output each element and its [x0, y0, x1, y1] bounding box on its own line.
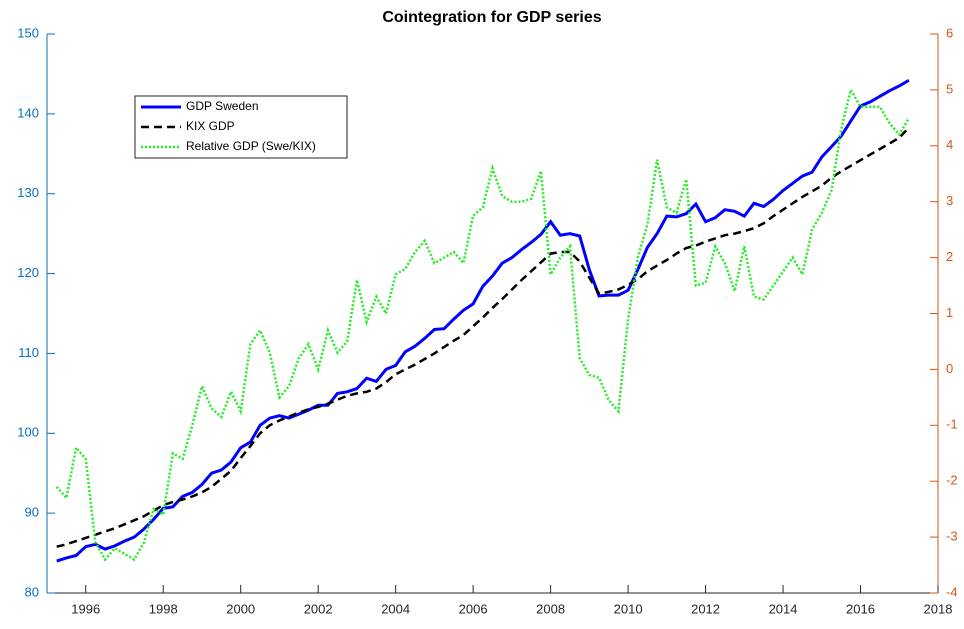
legend-label: KIX GDP	[186, 119, 235, 133]
series-line	[55, 86, 910, 562]
y2-tick-label: -1	[946, 417, 958, 432]
x-tick-label: 2008	[536, 601, 565, 616]
chart-title: Cointegration for GDP series	[382, 9, 601, 26]
legend: GDP Sweden KIX GDP Relative GDP (Swe/KIX)	[134, 95, 348, 159]
series-line	[56, 79, 910, 563]
legend-label: Relative GDP (Swe/KIX)	[186, 139, 316, 153]
y2-tick-label: 3	[946, 193, 953, 208]
x-tick-label: 2016	[846, 601, 875, 616]
y-tick-label: 120	[17, 265, 39, 280]
y-tick-label: 100	[17, 425, 39, 440]
x-tick-label: 2004	[381, 601, 410, 616]
y-tick-label: 110	[18, 345, 39, 360]
x-tick-label: 2012	[691, 601, 720, 616]
legend-label: GDP Sweden	[186, 99, 259, 113]
y-tick-label: 140	[17, 105, 39, 120]
y2-tick-label: 6	[946, 25, 953, 40]
y-tick-label: 90	[25, 505, 39, 520]
y2-tick-label: 5	[946, 81, 953, 96]
y-tick-label: 80	[25, 584, 39, 599]
x-tick-label: 2010	[614, 601, 643, 616]
y2-tick-label: -3	[946, 529, 958, 544]
y2-tick-label: -2	[946, 473, 958, 488]
y-tick-label: 150	[17, 25, 39, 40]
y2-tick-label: -4	[946, 584, 958, 599]
x-tick-label: 2018	[924, 601, 953, 616]
x-tick-label: 2002	[304, 601, 333, 616]
x-tick-label: 1998	[149, 601, 178, 616]
y2-tick-label: 4	[946, 137, 953, 152]
y-tick-label: 130	[17, 185, 39, 200]
y2-tick-label: 1	[946, 305, 953, 320]
x-tick-label: 2014	[769, 601, 798, 616]
y2-tick-label: 2	[946, 249, 953, 264]
x-tick-label: 1996	[71, 601, 100, 616]
x-tick-label: 2006	[459, 601, 488, 616]
y2-tick-label: 0	[946, 361, 953, 376]
x-tick-label: 2000	[226, 601, 255, 616]
